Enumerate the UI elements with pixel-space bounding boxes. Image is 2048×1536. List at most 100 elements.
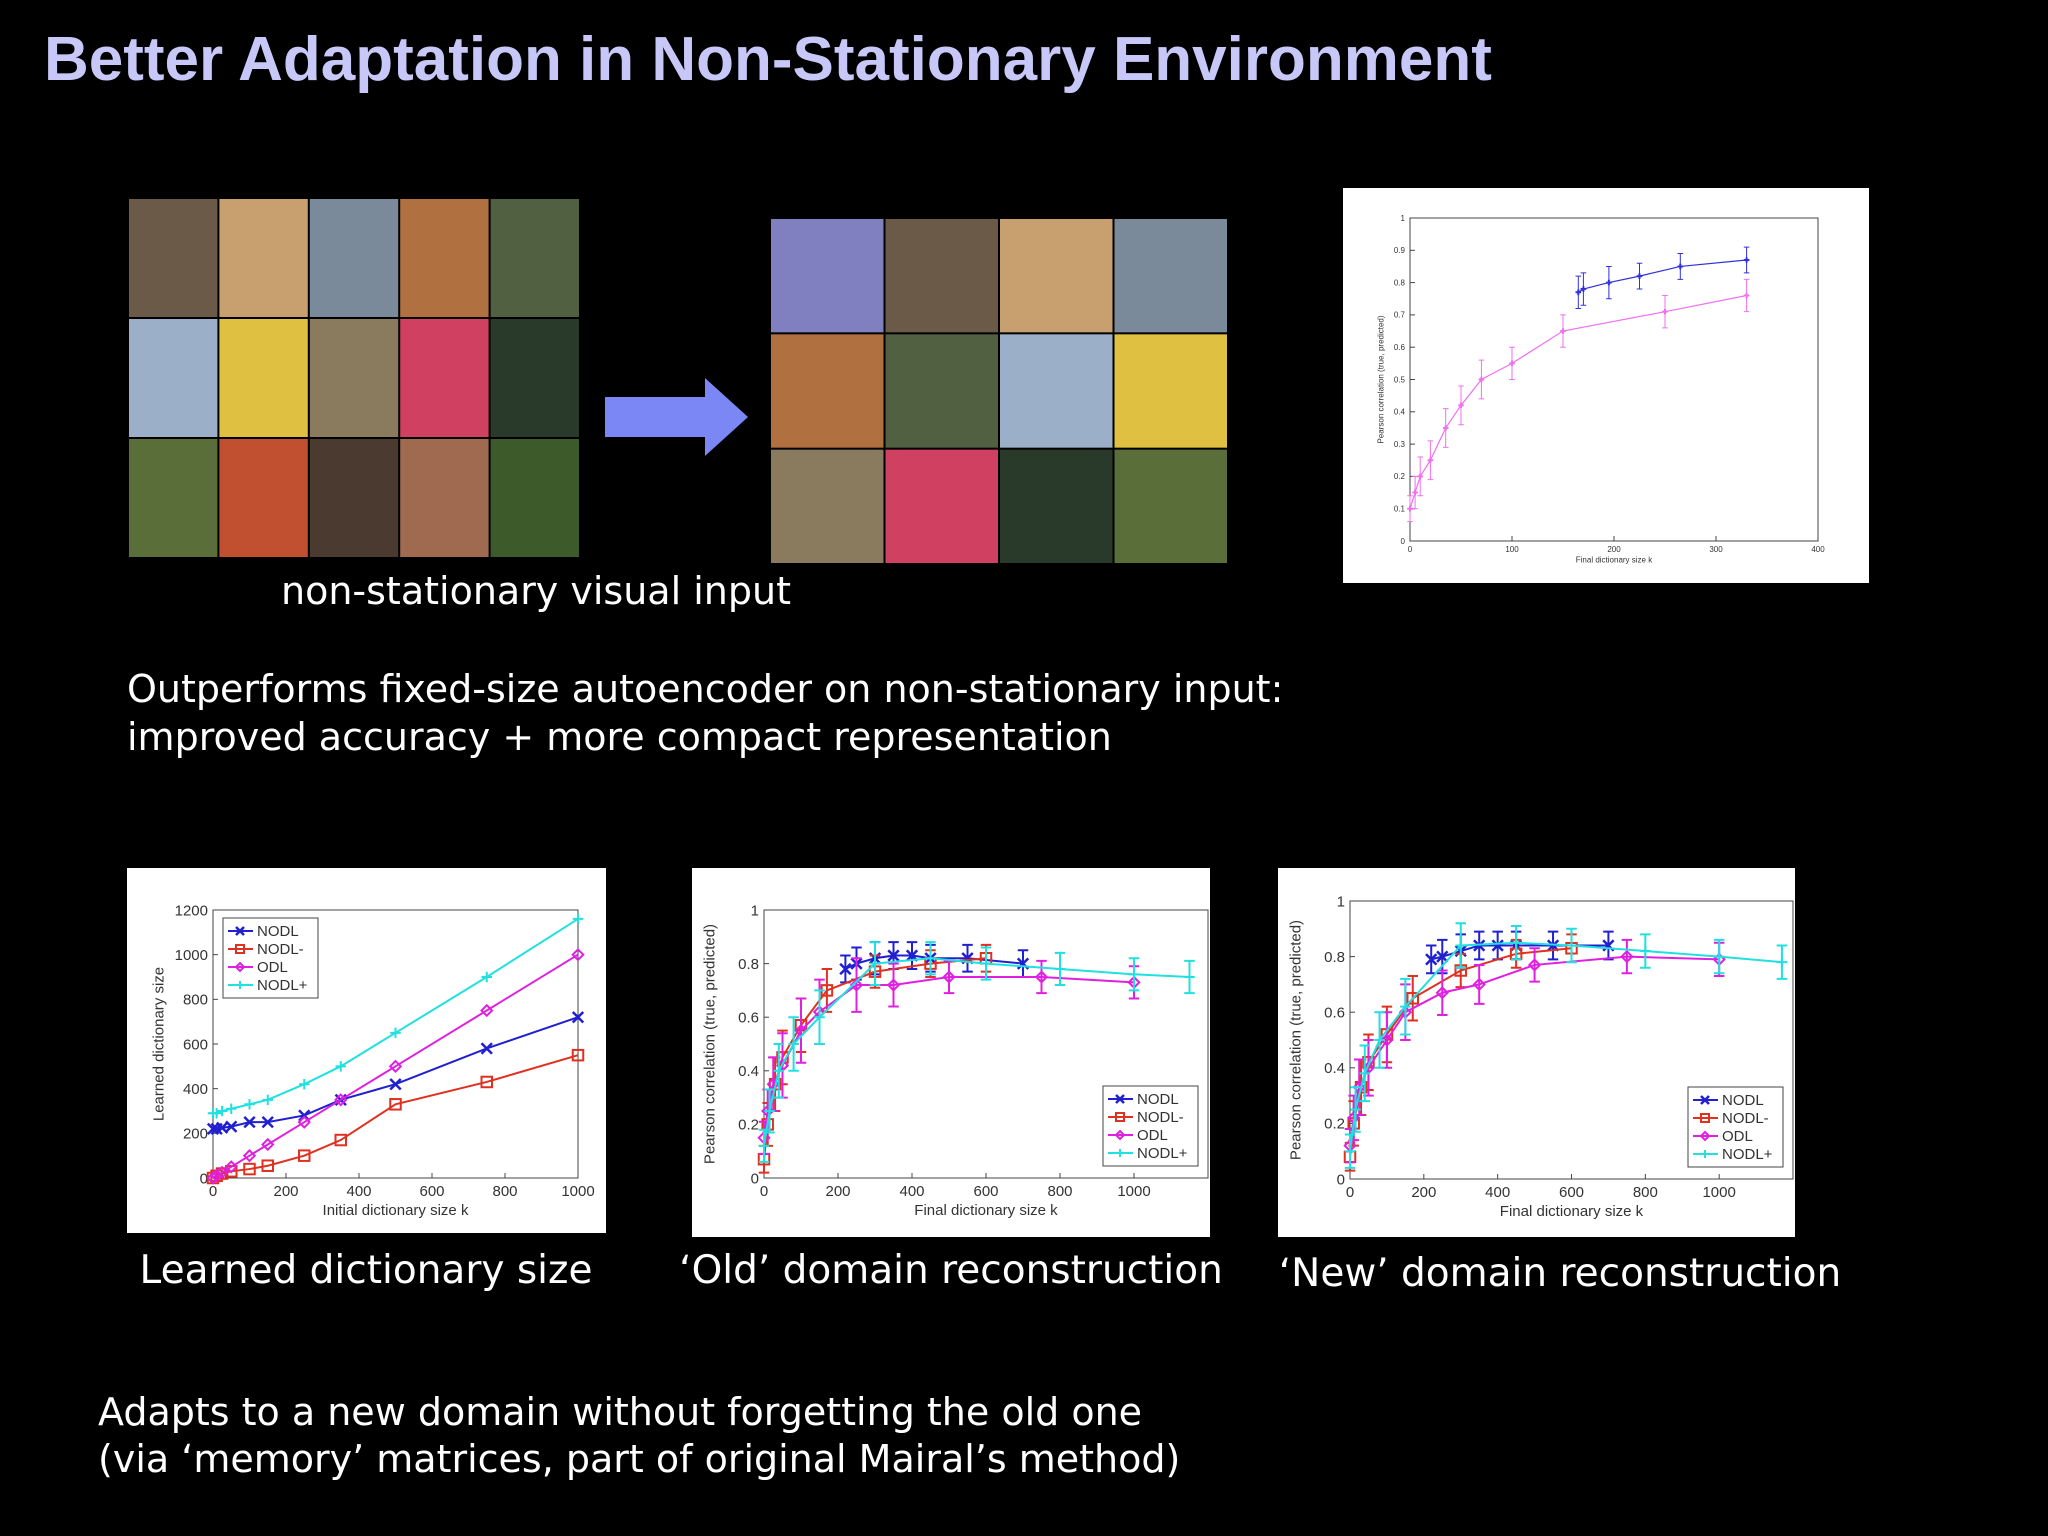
marker — [869, 958, 881, 969]
summary-line: improved accuracy + more compact represe… — [127, 715, 1112, 759]
marker — [1442, 425, 1449, 431]
marker — [571, 1011, 585, 1024]
photo — [885, 219, 998, 333]
marker — [298, 1149, 311, 1162]
x-axis-label: Initial dictionary size k — [323, 1202, 469, 1219]
marker — [773, 1065, 785, 1077]
x-tick-label: 400 — [1485, 1184, 1510, 1201]
marker — [244, 1099, 255, 1110]
photo — [1114, 449, 1227, 563]
marker — [1380, 1033, 1394, 1047]
x-tick-label: 800 — [1633, 1184, 1658, 1201]
y-tick-label: 0.4 — [1324, 1060, 1345, 1077]
marker — [849, 978, 864, 992]
marker — [1527, 958, 1542, 972]
x-tick-label: 1000 — [1117, 1183, 1150, 1200]
photo — [771, 219, 884, 333]
x-tick-label: 200 — [273, 1183, 298, 1200]
x-tick-label: 400 — [899, 1183, 924, 1200]
marker — [480, 1003, 494, 1018]
series-line — [1430, 944, 1609, 961]
y-tick-label: 1 — [1337, 893, 1345, 910]
marker — [1640, 945, 1651, 957]
y-axis-label: Pearson correlation (true, predicted) — [1377, 315, 1386, 443]
legend-marker — [1116, 1149, 1124, 1157]
legend-label: NODL — [257, 923, 299, 940]
y-axis-label: Pearson correlation (true, predicted) — [1288, 920, 1305, 1160]
series-line — [844, 954, 1024, 970]
marker — [1677, 263, 1684, 270]
marker — [1560, 328, 1566, 334]
marker — [1350, 1104, 1361, 1115]
y-tick-label: 1 — [1401, 214, 1406, 223]
photo — [309, 319, 399, 437]
marker — [1455, 940, 1466, 951]
x-tick-label: 600 — [419, 1183, 444, 1200]
photo — [400, 199, 489, 317]
photo — [1114, 219, 1227, 333]
marker — [390, 1027, 401, 1039]
error-bar — [1036, 959, 1047, 995]
marker — [389, 1098, 402, 1111]
y-tick-label: 0 — [200, 1170, 208, 1187]
marker — [1427, 457, 1434, 464]
marker — [788, 1038, 799, 1050]
marker — [262, 1094, 273, 1106]
marker — [572, 913, 584, 925]
x-tick-label: 200 — [1607, 545, 1621, 554]
y-tick-label: 0.9 — [1394, 246, 1406, 255]
marker — [1636, 273, 1643, 279]
x-tick-label: 800 — [1047, 1183, 1072, 1200]
legend-marker — [1700, 1095, 1710, 1105]
y-tick-label: 0 — [751, 1170, 759, 1187]
photo — [771, 334, 884, 448]
y-tick-label: 200 — [183, 1126, 208, 1143]
chart-caption: ‘Old’ domain reconstruction — [679, 1248, 1223, 1293]
marker — [299, 1078, 310, 1090]
legend-label: ODL — [257, 959, 288, 976]
photo — [219, 199, 308, 317]
photo — [219, 439, 308, 557]
x-tick-label: 300 — [1709, 545, 1723, 554]
photo — [885, 449, 998, 563]
marker — [211, 1107, 222, 1119]
y-tick-label: 0.2 — [1324, 1116, 1345, 1133]
photo — [129, 319, 218, 437]
legend-label: ODL — [1722, 1128, 1753, 1145]
marker — [1436, 950, 1449, 963]
marker — [764, 1105, 775, 1117]
photo — [490, 319, 579, 437]
x-tick-label: 400 — [346, 1183, 371, 1200]
photo — [1000, 219, 1113, 333]
x-tick-label: 0 — [209, 1183, 217, 1200]
marker — [1575, 289, 1582, 296]
marker — [481, 971, 492, 983]
legend-label: NODL — [1722, 1092, 1764, 1109]
marker — [571, 948, 585, 962]
photo — [309, 199, 399, 317]
legend-marker — [1115, 1112, 1125, 1122]
legend-label: NODL- — [1722, 1110, 1769, 1127]
legend-marker — [236, 981, 244, 989]
x-tick-label: 100 — [1505, 545, 1519, 554]
marker — [1359, 1068, 1371, 1079]
photo — [129, 199, 218, 317]
marker — [206, 1171, 220, 1185]
chart-caption: ‘New’ domain reconstruction — [1279, 1251, 1841, 1296]
marker — [209, 1169, 224, 1183]
x-tick-label: 0 — [1408, 545, 1413, 554]
photo — [885, 334, 998, 448]
error-bar — [795, 997, 807, 1064]
marker — [1478, 376, 1485, 383]
marker — [1412, 489, 1418, 496]
legend-label: NODL+ — [1137, 1145, 1188, 1162]
arrow — [605, 378, 748, 456]
error-bar — [1529, 947, 1540, 983]
marker — [1458, 402, 1464, 409]
marker — [1606, 279, 1612, 286]
marker — [980, 958, 992, 969]
slide-title: Better Adaptation in Non-Stationary Envi… — [44, 25, 1492, 94]
input-caption: non-stationary visual input — [281, 569, 791, 613]
marker — [480, 1042, 493, 1055]
marker — [1374, 1034, 1385, 1046]
